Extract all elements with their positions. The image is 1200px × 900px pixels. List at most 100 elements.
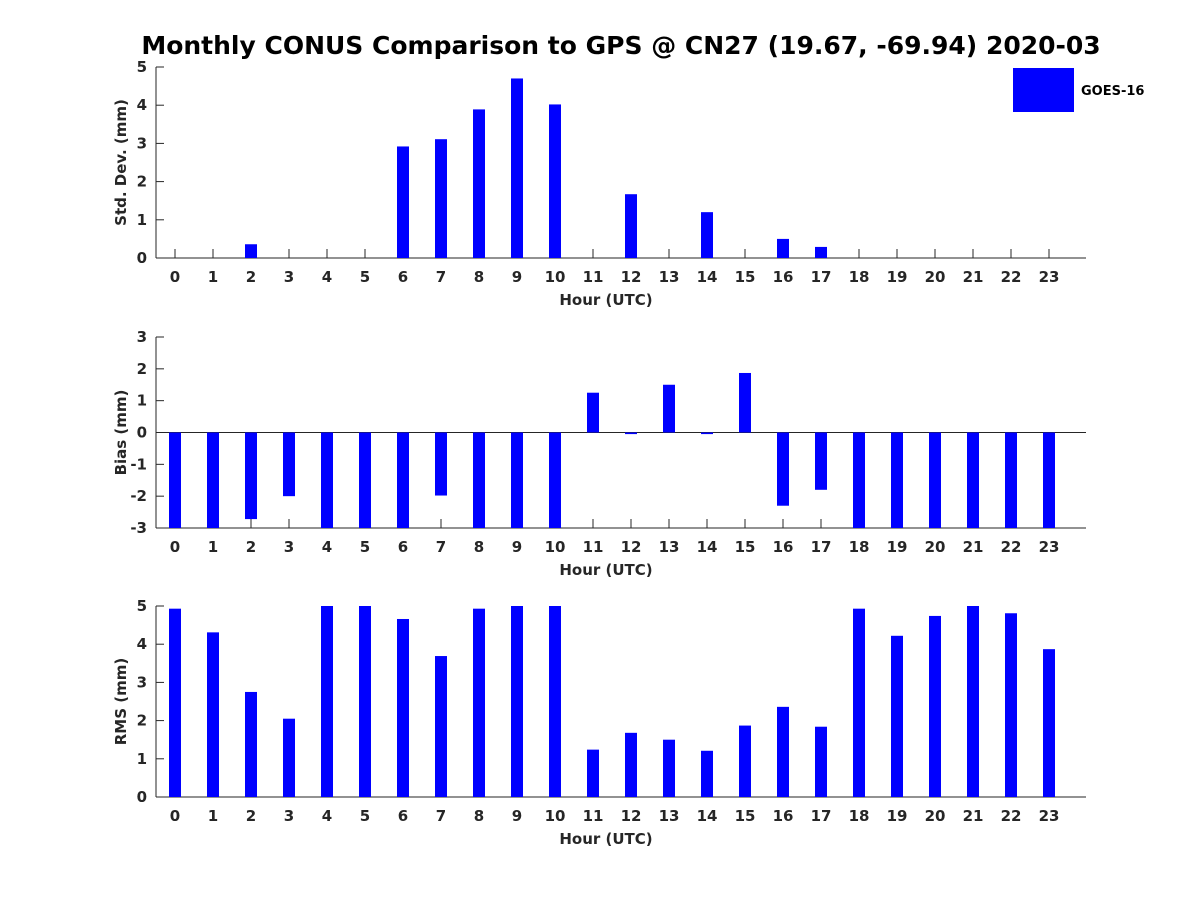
- x-tick-label: 15: [735, 807, 756, 825]
- x-tick-label: 0: [170, 268, 180, 286]
- x-tick-label: 20: [925, 268, 946, 286]
- bar-hour-21: [967, 432, 979, 528]
- x-tick-label: 5: [360, 268, 370, 286]
- y-tick-label: 4: [137, 96, 147, 114]
- x-tick-label: 18: [849, 807, 870, 825]
- x-axis-label: Hour (UTC): [559, 561, 652, 579]
- bar-hour-8: [473, 432, 485, 528]
- x-tick-label: 20: [925, 538, 946, 556]
- bar-hour-20: [929, 432, 941, 528]
- bar-hour-15: [739, 725, 751, 797]
- bar-hour-4: [321, 432, 333, 528]
- x-tick-label: 22: [1001, 807, 1022, 825]
- bar-hour-16: [777, 706, 789, 797]
- x-axis-label: Hour (UTC): [559, 291, 652, 309]
- bar-hour-9: [511, 432, 523, 528]
- x-tick-label: 16: [773, 538, 794, 556]
- x-tick-label: 6: [398, 538, 408, 556]
- x-tick-label: 20: [925, 807, 946, 825]
- x-tick-label: 19: [887, 538, 908, 556]
- x-tick-label: 6: [398, 268, 408, 286]
- x-tick-label: 11: [583, 538, 604, 556]
- bar-hour-15: [739, 372, 751, 433]
- bar-hour-21: [967, 606, 979, 797]
- x-tick-label: 18: [849, 268, 870, 286]
- x-tick-label: 4: [322, 538, 332, 556]
- legend: GOES-16: [1013, 68, 1144, 112]
- x-tick-label: 23: [1039, 807, 1060, 825]
- bar-hour-12: [625, 194, 637, 258]
- bar-hour-14: [701, 212, 713, 258]
- bar-hour-18: [853, 432, 865, 528]
- bar-hour-23: [1043, 649, 1055, 797]
- bar-hour-19: [891, 432, 903, 528]
- bar-hour-2: [245, 432, 257, 520]
- bar-hour-1: [207, 432, 219, 528]
- x-tick-label: 2: [246, 807, 256, 825]
- bar-hour-3: [283, 432, 295, 497]
- bar-hour-1: [207, 632, 219, 797]
- bar-hour-12: [625, 732, 637, 797]
- bar-hour-14: [701, 750, 713, 797]
- x-tick-label: 15: [735, 538, 756, 556]
- bar-hour-10: [549, 606, 561, 797]
- y-tick-label: 0: [137, 249, 147, 267]
- x-tick-label: 7: [436, 268, 446, 286]
- x-tick-label: 21: [963, 807, 984, 825]
- x-tick-label: 1: [208, 538, 218, 556]
- x-tick-label: 14: [697, 268, 718, 286]
- y-tick-label: 2: [137, 712, 147, 730]
- legend-label-goes-16: GOES-16: [1081, 84, 1144, 99]
- bar-hour-13: [663, 384, 675, 433]
- y-tick-label: 1: [137, 392, 147, 410]
- x-tick-label: 4: [322, 268, 332, 286]
- bar-hour-2: [245, 691, 257, 797]
- bar-hour-0: [169, 432, 181, 528]
- y-tick-label: 4: [137, 635, 147, 653]
- x-tick-label: 9: [512, 538, 522, 556]
- bar-hour-19: [891, 635, 903, 797]
- x-tick-label: 8: [474, 807, 484, 825]
- y-tick-label: 0: [137, 424, 147, 442]
- bar-hour-0: [169, 608, 181, 797]
- x-tick-label: 1: [208, 268, 218, 286]
- y-tick-label: 5: [137, 58, 147, 76]
- bar-hour-7: [435, 432, 447, 496]
- x-tick-label: 18: [849, 538, 870, 556]
- bar-hour-7: [435, 139, 447, 258]
- y-tick-label: 2: [137, 360, 147, 378]
- bar-hour-6: [397, 432, 409, 528]
- bar-hour-4: [321, 606, 333, 797]
- bar-hour-16: [777, 238, 789, 258]
- x-axis-label: Hour (UTC): [559, 830, 652, 848]
- bar-hour-17: [815, 726, 827, 797]
- bar-hour-9: [511, 78, 523, 259]
- bar-hour-6: [397, 146, 409, 258]
- bar-hour-23: [1043, 432, 1055, 528]
- bar-hour-11: [587, 392, 599, 433]
- bar-hour-6: [397, 618, 409, 797]
- x-tick-label: 14: [697, 538, 718, 556]
- bar-hour-17: [815, 246, 827, 258]
- x-tick-label: 6: [398, 807, 408, 825]
- bar-hour-10: [549, 432, 561, 528]
- y-tick-label: 5: [137, 597, 147, 615]
- x-tick-label: 7: [436, 538, 446, 556]
- x-tick-label: 12: [621, 807, 642, 825]
- x-tick-label: 15: [735, 268, 756, 286]
- x-tick-label: 8: [474, 538, 484, 556]
- y-axis-label: Std. Dev. (mm): [112, 99, 130, 226]
- y-axis-label: RMS (mm): [112, 658, 130, 745]
- x-tick-label: 22: [1001, 268, 1022, 286]
- bar-hour-14: [701, 432, 713, 435]
- x-tick-label: 11: [583, 268, 604, 286]
- x-tick-label: 10: [545, 538, 566, 556]
- x-tick-label: 23: [1039, 268, 1060, 286]
- x-tick-label: 3: [284, 807, 294, 825]
- x-tick-label: 10: [545, 268, 566, 286]
- y-tick-label: -3: [130, 519, 147, 537]
